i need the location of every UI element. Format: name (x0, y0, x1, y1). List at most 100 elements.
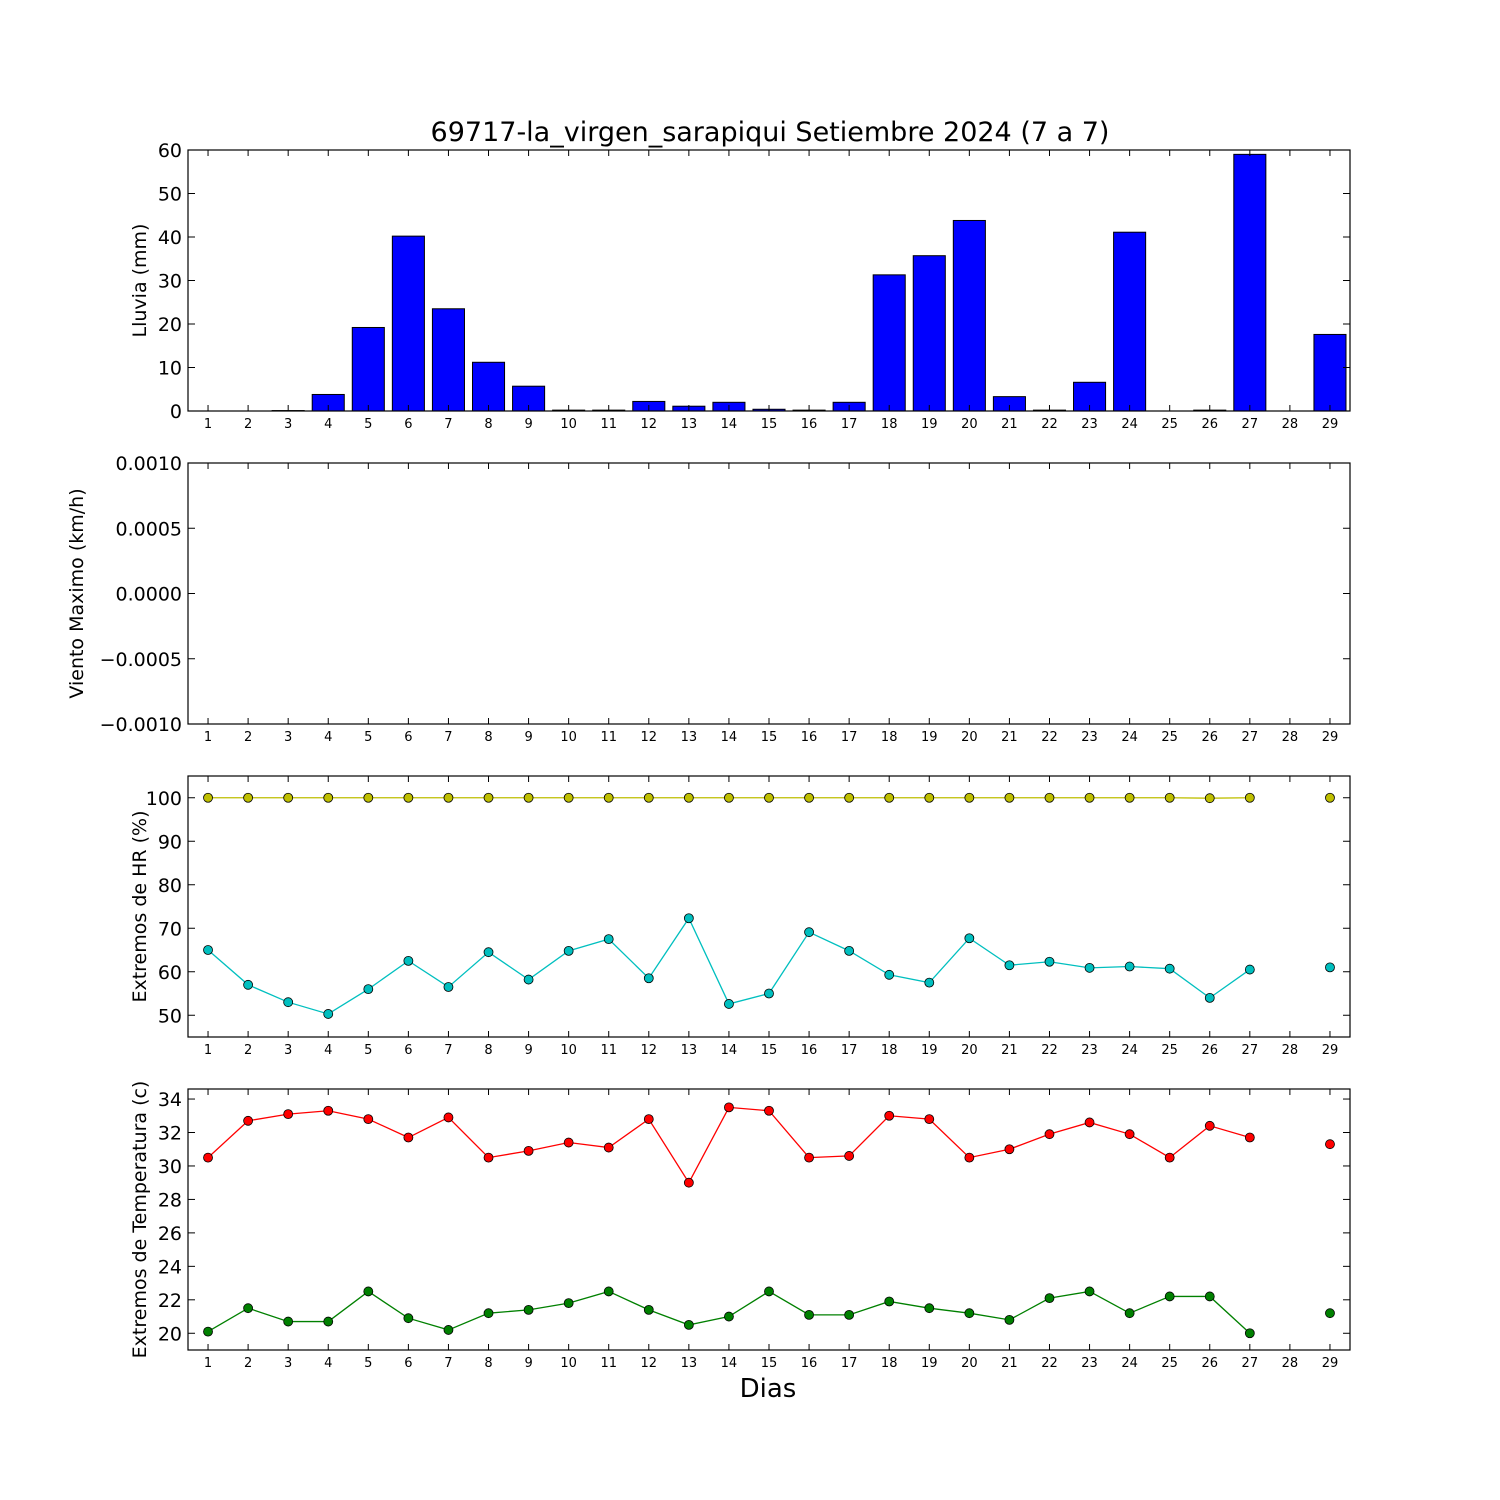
series-point-1 (1325, 792, 1335, 803)
series-point-1 (563, 1137, 574, 1148)
x-tick-label: 16 (801, 730, 818, 745)
x-tick-label: 2 (244, 730, 252, 745)
x-tick-label: 23 (1081, 730, 1098, 745)
series-point-2 (724, 999, 734, 1009)
x-tick-label: 5 (364, 1356, 372, 1371)
x-tick-label: 10 (560, 1043, 577, 1058)
series-point-2 (683, 913, 694, 924)
x-tick-label: 22 (1041, 417, 1058, 432)
series-point-1 (483, 792, 494, 803)
x-tick-label: 11 (600, 1356, 617, 1371)
x-tick-label: 28 (1282, 1356, 1299, 1371)
series-point-1 (764, 792, 774, 803)
y-tick-label: −0.0005 (100, 649, 182, 671)
x-tick-label: 12 (641, 1043, 658, 1058)
series-point-1 (283, 1109, 294, 1119)
series-point-2 (1204, 1291, 1215, 1302)
series-point-1 (1084, 1117, 1095, 1128)
x-tick-label: 9 (524, 1356, 532, 1371)
series-point-2 (203, 945, 213, 955)
y-tick-label: 40 (158, 227, 182, 249)
series-point-2 (1164, 1291, 1175, 1302)
series-point-2 (844, 945, 855, 956)
series-point-2 (363, 1286, 374, 1297)
y-tick-label: 50 (158, 1005, 182, 1027)
series-point-2 (764, 1286, 774, 1297)
y-tick-label: 80 (158, 875, 182, 897)
rain-bar (391, 235, 425, 412)
series-point-1 (403, 792, 414, 803)
series-point-2 (643, 973, 654, 984)
x-tick-label: 19 (921, 417, 938, 432)
series-point-2 (1204, 992, 1215, 1003)
x-tick-label: 29 (1322, 730, 1339, 745)
x-tick-label: 17 (841, 417, 858, 432)
series-point-1 (643, 1114, 654, 1125)
x-tick-label: 25 (1161, 730, 1178, 745)
x-tick-label: 9 (524, 1043, 532, 1058)
x-tick-label: 27 (1242, 730, 1259, 745)
x-tick-label: 22 (1041, 1356, 1058, 1371)
x-axis-label: Dias (740, 1374, 797, 1404)
series-point-2 (323, 1316, 334, 1327)
y-tick-label: 24 (158, 1256, 182, 1278)
series-point-1 (323, 1105, 334, 1116)
rain-bar (912, 255, 946, 412)
x-tick-label: 9 (524, 730, 532, 745)
x-tick-label: 18 (881, 730, 898, 745)
series-point-1 (563, 792, 574, 803)
series-point-2 (523, 974, 534, 985)
x-tick-label: 14 (721, 417, 738, 432)
series-point-2 (924, 977, 935, 988)
series-point-2 (363, 984, 374, 995)
series-point-2 (804, 927, 814, 938)
x-tick-label: 2 (244, 1356, 252, 1371)
series-point-2 (1084, 962, 1095, 973)
series-point-1 (483, 1152, 494, 1163)
x-tick-label: 1 (204, 417, 212, 432)
x-tick-label: 6 (404, 730, 412, 745)
x-tick-label: 20 (961, 730, 978, 745)
x-tick-label: 25 (1161, 417, 1178, 432)
x-tick-label: 3 (284, 1043, 292, 1058)
x-tick-label: 27 (1242, 417, 1259, 432)
x-tick-label: 6 (404, 1356, 412, 1371)
y-axis-label: Extremos de HR (%) (129, 810, 151, 1002)
x-tick-label: 3 (284, 417, 292, 432)
x-tick-label: 13 (681, 417, 698, 432)
series-point-2 (1244, 964, 1255, 975)
x-tick-label: 12 (641, 1356, 658, 1371)
x-tick-label: 13 (681, 730, 698, 745)
series-point-1 (804, 1152, 814, 1163)
series-point-1 (764, 1105, 774, 1116)
x-tick-label: 6 (404, 417, 412, 432)
x-tick-label: 26 (1201, 1043, 1218, 1058)
y-tick-label: 100 (146, 788, 182, 810)
series-point-1 (1204, 793, 1215, 804)
x-tick-label: 4 (324, 1043, 332, 1058)
x-tick-label: 18 (881, 417, 898, 432)
x-tick-label: 26 (1201, 1356, 1218, 1371)
x-tick-label: 16 (801, 1043, 818, 1058)
series-point-1 (523, 1146, 534, 1156)
series-point-1 (1124, 1129, 1135, 1140)
series-point-1 (1124, 792, 1135, 803)
series-point-1 (1244, 1132, 1255, 1143)
series-point-1 (1004, 1144, 1015, 1155)
series-point-1 (884, 792, 895, 803)
x-tick-label: 22 (1041, 730, 1058, 745)
x-tick-label: 19 (921, 730, 938, 745)
series-point-2 (924, 1303, 935, 1314)
series-point-1 (1204, 1120, 1215, 1131)
x-tick-label: 24 (1121, 1356, 1138, 1371)
series-point-2 (603, 934, 614, 945)
rain-bar (471, 361, 506, 412)
series-point-2 (1044, 956, 1055, 967)
series-point-1 (844, 1151, 855, 1161)
y-tick-label: 60 (158, 962, 182, 984)
x-tick-label: 4 (324, 417, 332, 432)
series-point-1 (964, 792, 975, 803)
